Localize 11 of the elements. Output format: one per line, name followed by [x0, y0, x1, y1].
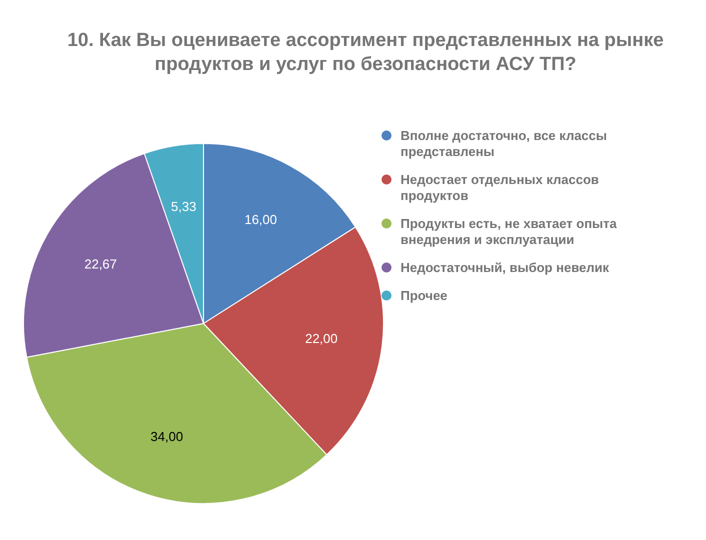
legend-label: Недостает отдельных классов продуктов [400, 172, 599, 203]
data-label: 16,00 [244, 212, 278, 227]
legend-label: Прочее [400, 288, 448, 303]
data-label: 34,00 [150, 428, 184, 444]
data-label: 22,67 [84, 256, 117, 272]
chart-title: 10. Как Вы оцениваете ассортимент представленных на рынке продуктов и услуг по безопасности АСУ ТП? [67, 30, 664, 75]
legend-label: Недостаточный, выбор невелик [400, 260, 610, 275]
legend-label: Продукты есть, не хватает опыта внедрения и эксплуатации [400, 216, 618, 247]
data-label: 22,00 [305, 330, 338, 346]
legend-label: Вполне достаточно, все классы представлены [400, 128, 607, 159]
data-label: 5,33 [171, 198, 196, 214]
